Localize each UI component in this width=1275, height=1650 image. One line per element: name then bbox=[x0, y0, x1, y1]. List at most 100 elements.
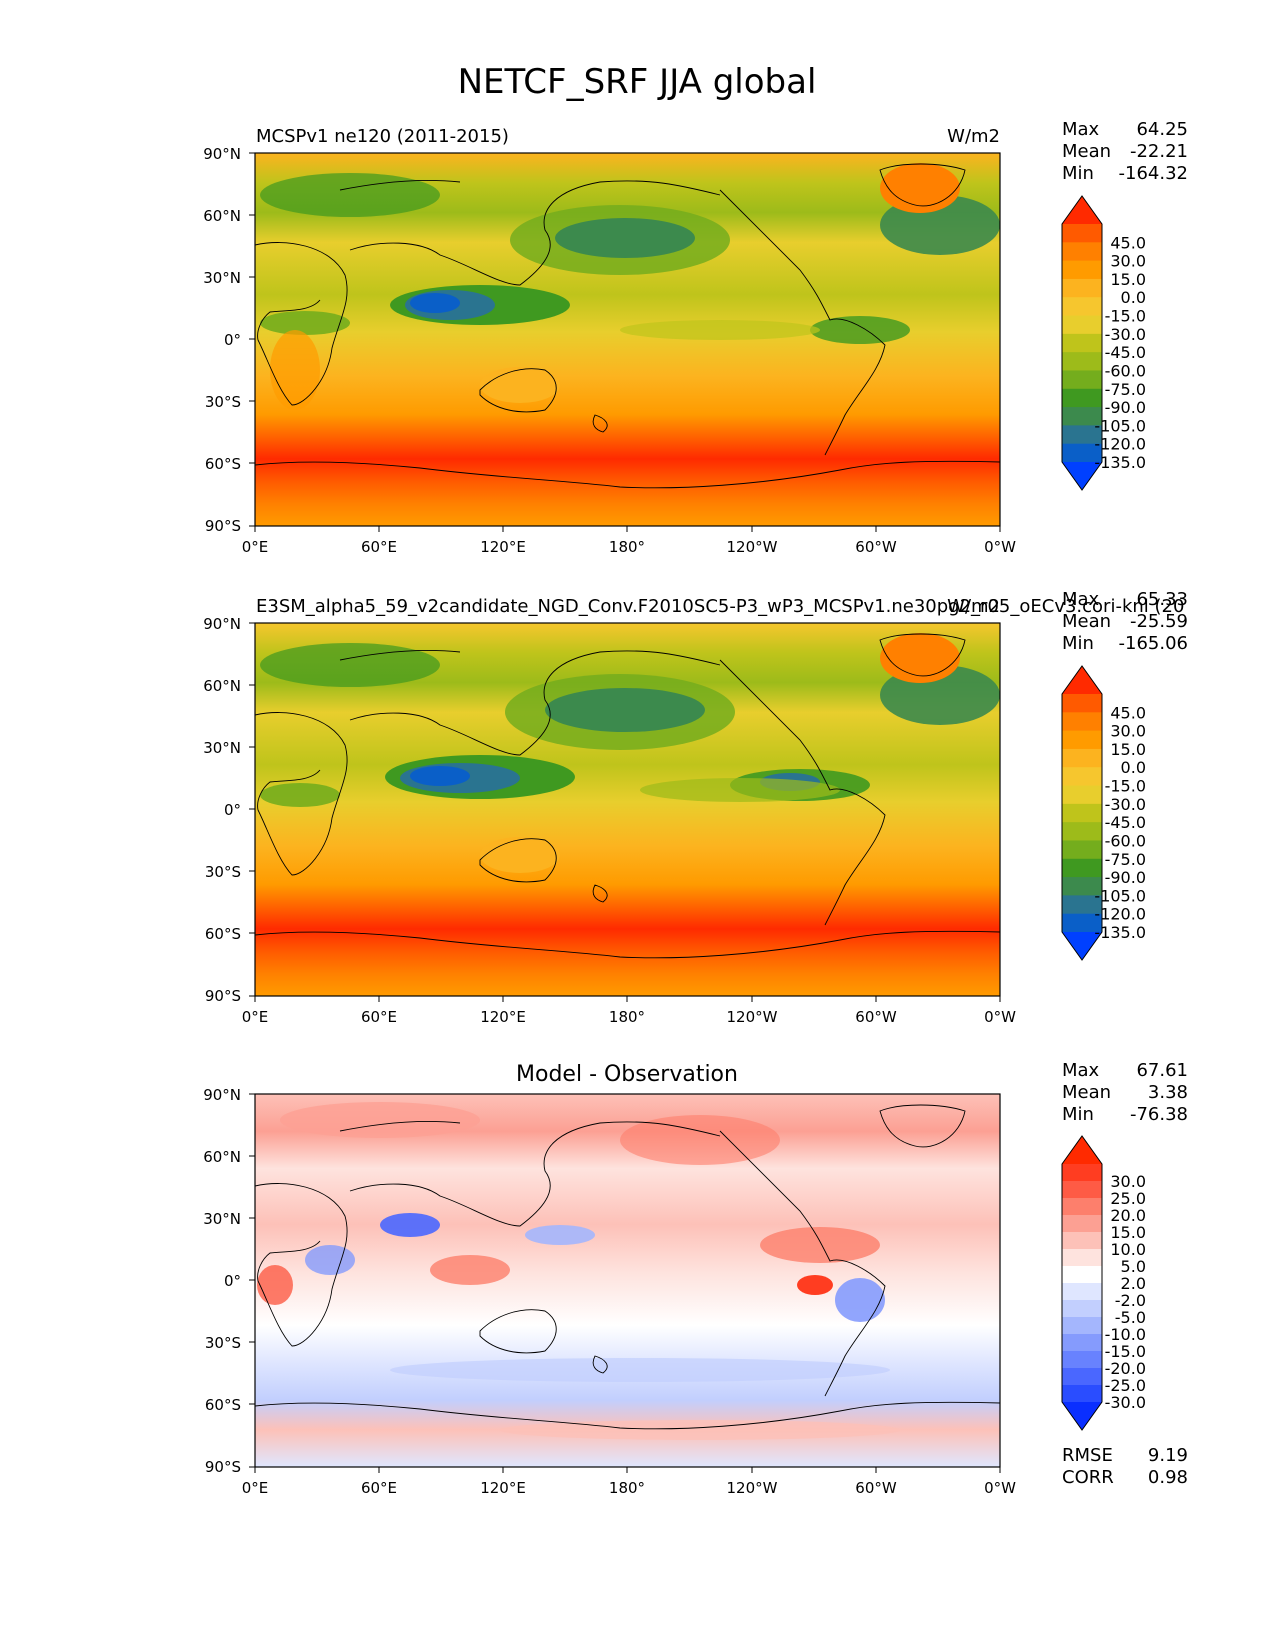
stat-value-mean: 3.38 bbox=[1148, 1082, 1188, 1103]
colorbar-segment bbox=[1062, 388, 1102, 408]
colorbar-level-label: 20.0 bbox=[1110, 1206, 1146, 1225]
x-axis: 0°E 60°E 120°E 180° 120°W 60°W 0°W bbox=[242, 996, 1016, 1026]
colorbar-reference: 45.030.015.00.0-15.0-30.0-45.0-60.0-75.0… bbox=[1061, 665, 1146, 961]
colorbar-segment bbox=[1062, 767, 1102, 787]
colorbar-level-label: 30.0 bbox=[1110, 1172, 1146, 1191]
colorbar-segment bbox=[1062, 785, 1102, 805]
colorbar-segment bbox=[1062, 1334, 1102, 1352]
colorbar-segment bbox=[1062, 1385, 1102, 1403]
panel-title-left: E3SM_alpha5_59_v2candidate_NGD_Conv.F201… bbox=[256, 596, 1184, 617]
colorbar-level-label: -75.0 bbox=[1105, 850, 1146, 869]
colorbar-extend-min bbox=[1062, 1402, 1102, 1430]
colorbar-level-label: -25.0 bbox=[1105, 1376, 1146, 1395]
colorbar-outline bbox=[1061, 195, 1103, 491]
x-tick-label: 180° bbox=[609, 1479, 645, 1497]
colorbar-segment bbox=[1062, 858, 1102, 878]
y-tick-label: 90°S bbox=[205, 987, 241, 1005]
colorbar-segment bbox=[1062, 1198, 1102, 1216]
colorbar-level-label: 2.0 bbox=[1121, 1274, 1146, 1293]
coastlines bbox=[255, 633, 1000, 959]
panel-reference: E3SM_alpha5_59_v2candidate_NGD_Conv.F201… bbox=[203, 589, 1188, 1026]
metric-label-corr: CORR bbox=[1062, 1467, 1114, 1488]
x-tick-label: 60°E bbox=[361, 1479, 397, 1497]
y-tick-label: 60°N bbox=[203, 207, 241, 225]
y-tick-label: 30°N bbox=[203, 1210, 241, 1228]
y-tick-label: 60°N bbox=[203, 677, 241, 695]
x-axis: 0°E 60°E 120°E 180° 120°W 60°W 0°W bbox=[242, 1467, 1016, 1497]
colorbar-segment bbox=[1062, 297, 1102, 317]
x-tick-label: 60°W bbox=[855, 1479, 897, 1497]
colorbar-extend-min bbox=[1062, 932, 1102, 960]
error-metrics: RMSE 9.19 CORR 0.98 bbox=[1062, 1445, 1188, 1488]
colorbar-segment bbox=[1062, 712, 1102, 732]
x-tick-label: 120°W bbox=[727, 1479, 778, 1497]
colorbar-level-label: -120.0 bbox=[1094, 905, 1146, 924]
colorbar-segment bbox=[1062, 260, 1102, 280]
x-tick-label: 120°E bbox=[480, 538, 526, 556]
stat-value-max: 65.33 bbox=[1136, 589, 1188, 610]
colorbar-level-label: -105.0 bbox=[1094, 416, 1146, 435]
colorbar-level-label: 30.0 bbox=[1110, 722, 1146, 741]
panel-title-right: W/m2 bbox=[947, 596, 1000, 617]
colorbar-extend-max bbox=[1062, 1136, 1102, 1164]
panel-test: MCSPv1 ne120 (2011-2015) W/m2 0°E 60°E 1… bbox=[203, 119, 1188, 556]
colorbar-level-label: 0.0 bbox=[1121, 758, 1146, 777]
colorbar-level-label: 5.0 bbox=[1121, 1257, 1146, 1276]
colorbar-extend-max bbox=[1062, 196, 1102, 224]
stats-block: Max 67.61 Mean 3.38 Min -76.38 bbox=[1062, 1060, 1188, 1125]
colorbar-segment bbox=[1062, 694, 1102, 713]
stats-block: Max 64.25 Mean -22.21 Min -164.32 bbox=[1062, 119, 1188, 184]
colorbar-level-label: -5.0 bbox=[1115, 1308, 1146, 1327]
colorbar-level-label: -15.0 bbox=[1105, 777, 1146, 796]
colorbar-level-label: -20.0 bbox=[1105, 1359, 1146, 1378]
colorbar-level-label: -10.0 bbox=[1105, 1325, 1146, 1344]
colorbar-segment bbox=[1062, 352, 1102, 371]
x-tick-label: 60°W bbox=[855, 538, 897, 556]
colorbar-level-label: -2.0 bbox=[1115, 1291, 1146, 1310]
colorbar-level-label: 0.0 bbox=[1121, 288, 1146, 307]
stats-block: Max 65.33 Mean -25.59 Min -165.06 bbox=[1062, 589, 1188, 654]
metric-value-corr: 0.98 bbox=[1148, 1467, 1188, 1488]
colorbar-segment bbox=[1062, 1317, 1102, 1335]
x-tick-label: 0°W bbox=[984, 1008, 1016, 1026]
colorbar-test: 45.030.015.00.0-15.0-30.0-45.0-60.0-75.0… bbox=[1061, 195, 1146, 491]
y-axis: 90°N 60°N 30°N 0° 30°S 60°S 90°S bbox=[203, 1086, 255, 1476]
stat-label-max: Max bbox=[1062, 1060, 1100, 1081]
stat-value-min: -164.32 bbox=[1119, 163, 1188, 184]
colorbar-level-label: 10.0 bbox=[1110, 1240, 1146, 1259]
colorbar-level-label: -30.0 bbox=[1105, 325, 1146, 344]
stat-label-mean: Mean bbox=[1062, 141, 1111, 162]
colorbar-level-label: -30.0 bbox=[1105, 795, 1146, 814]
colorbar-level-label: -15.0 bbox=[1105, 307, 1146, 326]
colorbar-level-label: -75.0 bbox=[1105, 380, 1146, 399]
colorbar-segment bbox=[1062, 748, 1102, 768]
y-tick-label: 90°N bbox=[203, 145, 241, 163]
x-tick-label: 0°E bbox=[242, 1479, 269, 1497]
map-field-diff bbox=[255, 1094, 1000, 1467]
colorbar-outline bbox=[1061, 665, 1103, 961]
colorbar-segment bbox=[1062, 877, 1102, 896]
colorbar-segment bbox=[1062, 1164, 1102, 1182]
colorbar-segment bbox=[1062, 1351, 1102, 1369]
colorbar-level-label: -60.0 bbox=[1105, 361, 1146, 380]
stat-label-mean: Mean bbox=[1062, 1082, 1111, 1103]
colorbar-level-label: -30.0 bbox=[1105, 1393, 1146, 1412]
colorbar-segment bbox=[1062, 730, 1102, 750]
y-tick-label: 90°N bbox=[203, 1086, 241, 1104]
x-tick-label: 0°W bbox=[984, 1479, 1016, 1497]
x-tick-label: 180° bbox=[609, 1008, 645, 1026]
y-tick-label: 90°S bbox=[205, 517, 241, 535]
stat-label-min: Min bbox=[1062, 633, 1094, 654]
stat-value-max: 64.25 bbox=[1136, 119, 1188, 140]
y-tick-label: 60°S bbox=[205, 925, 241, 943]
colorbar-segment bbox=[1062, 425, 1102, 445]
colorbar-level-label: 25.0 bbox=[1110, 1189, 1146, 1208]
colorbar-extend-min bbox=[1062, 462, 1102, 490]
colorbar-segment bbox=[1062, 1368, 1102, 1386]
colorbar-segment bbox=[1062, 803, 1102, 823]
colorbar-level-label: 30.0 bbox=[1110, 252, 1146, 271]
colorbar-level-label: 15.0 bbox=[1110, 740, 1146, 759]
colorbar-level-label: -135.0 bbox=[1094, 453, 1146, 472]
colorbar-level-label: -15.0 bbox=[1105, 1342, 1146, 1361]
